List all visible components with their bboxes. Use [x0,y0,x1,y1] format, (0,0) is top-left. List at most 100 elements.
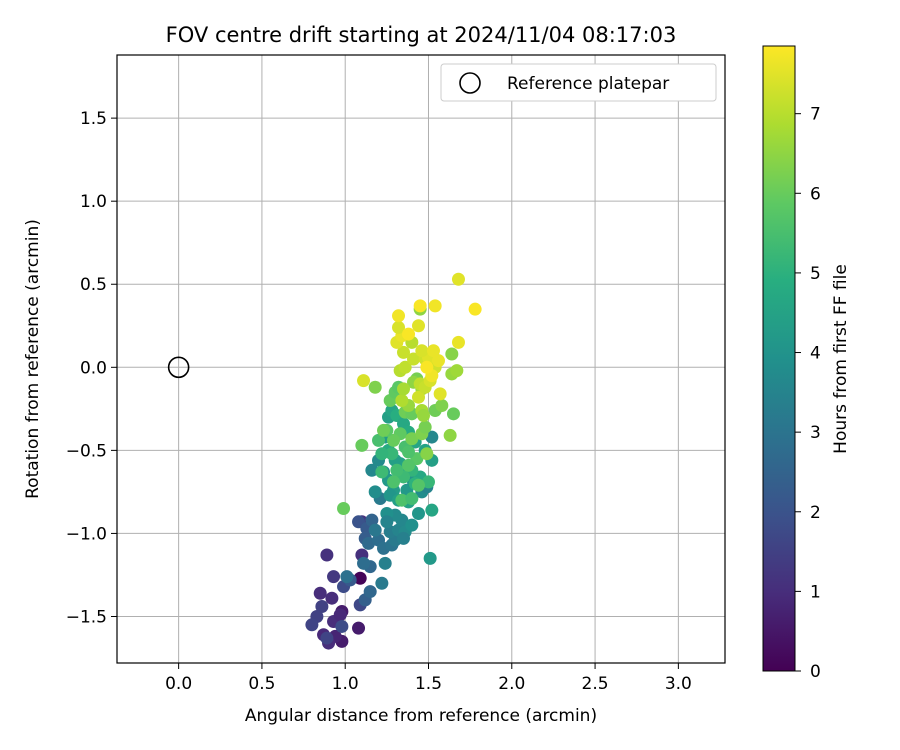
data-point [412,478,426,492]
colorbar-tick-label: 5 [810,264,821,284]
grid-lines [117,55,725,663]
y-tick-label: −1.0 [66,524,107,544]
data-point [420,447,434,461]
data-point [413,299,427,313]
data-point [405,492,419,506]
reference-marker [167,356,190,379]
data-point [428,299,442,313]
x-tick-label: 2.5 [582,674,609,694]
legend-entry-reference: Reference platepar [507,74,669,94]
data-point [451,335,465,349]
data-point [407,352,421,366]
data-point [368,485,382,499]
data-point [325,591,339,605]
data-point [451,272,465,286]
data-point [380,515,394,529]
colorbar-ticks: 0 1 2 3 4 5 6 7 [795,105,821,682]
y-tick-label: 1.5 [80,109,107,129]
colorbar-gradient [762,45,796,672]
data-point [450,364,464,378]
colorbar-tick-label: 1 [810,582,821,602]
data-point [378,556,392,570]
data-point [352,621,366,635]
data-point [375,447,389,461]
x-tick-label: 0.5 [248,674,275,694]
data-point [353,571,367,585]
data-point [468,302,482,316]
data-point [392,320,406,334]
y-tick-label: 0.5 [80,275,107,295]
data-point [363,585,377,599]
data-point [365,513,379,527]
data-point [365,463,379,477]
data-point [405,432,419,446]
data-point [372,433,386,447]
x-tick-label: 1.0 [332,674,359,694]
data-point [412,390,426,404]
y-tick-label: −0.5 [66,441,107,461]
chart-title: FOV centre drift starting at 2024/11/04 … [166,23,677,47]
data-point [385,447,399,461]
data-point [421,475,435,489]
data-point [431,354,445,368]
colorbar-tick-label: 2 [810,503,821,523]
data-point [395,493,409,507]
x-axis-ticks: 0.0 0.5 1.0 1.5 2.0 2.5 3.0 [165,663,692,694]
data-point [355,438,369,452]
data-point [423,551,437,565]
colorbar-tick-label: 6 [810,184,821,204]
data-point [433,387,447,401]
x-tick-label: 3.0 [665,674,692,694]
data-point [392,309,406,323]
data-point [357,374,371,388]
data-point [335,619,349,633]
data-point [375,576,389,590]
data-point [315,600,329,614]
y-axis-label: Rotation from reference (arcmin) [23,219,43,499]
data-point [402,327,416,341]
data-point [425,503,439,517]
data-point [327,570,341,584]
data-point [387,433,401,447]
data-point [435,399,449,413]
data-point [397,382,411,396]
data-point [375,465,389,479]
data-point [443,428,457,442]
data-point [362,536,376,550]
data-point [445,347,459,361]
legend-reference-marker [459,72,481,94]
colorbar-tick-label: 4 [810,344,821,364]
data-point [420,360,434,374]
data-point [446,407,460,421]
y-tick-label: −1.5 [66,607,107,627]
data-point [313,586,327,600]
y-tick-label: 0.0 [80,358,107,378]
data-point [402,458,416,472]
data-point [405,518,419,532]
data-point [387,475,401,489]
x-tick-label: 1.5 [415,674,442,694]
y-tick-label: 1.0 [80,192,107,212]
x-tick-label: 2.0 [498,674,525,694]
data-point [377,423,391,437]
data-point [412,319,426,333]
x-axis-label: Angular distance from reference (arcmin) [245,706,597,726]
data-point [397,531,411,545]
colorbar-tick-label: 0 [810,662,821,682]
data-point [426,344,440,358]
data-point [390,463,404,477]
plot-frame [116,54,726,664]
data-point [368,523,382,537]
colorbar-tick-label: 3 [810,423,821,443]
legend: Reference platepar [440,63,717,102]
colorbar: 0 1 2 3 4 5 6 7 Hours from first FF file [762,45,851,682]
x-tick-label: 0.0 [165,674,192,694]
data-point [425,430,439,444]
colorbar-label: Hours from first FF file [831,264,851,454]
data-point [397,345,411,359]
colorbar-tick-label: 7 [810,105,821,125]
data-point [418,420,432,434]
data-point [320,548,334,562]
data-point [412,506,426,520]
